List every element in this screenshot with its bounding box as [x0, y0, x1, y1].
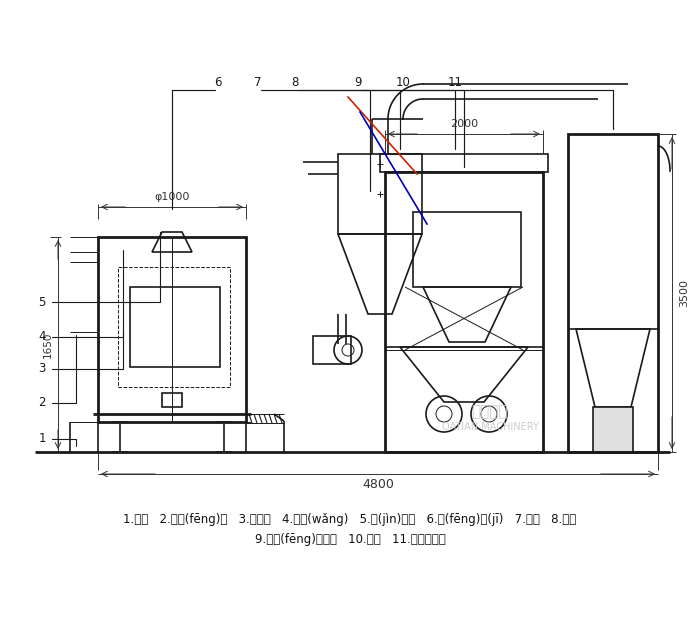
Text: OATIAN MACHINERY: OATIAN MACHINERY: [442, 422, 538, 432]
Text: φ1000: φ1000: [154, 192, 190, 202]
Bar: [385, 172, 543, 452]
Bar: [98, 237, 246, 422]
Text: 奧汰机械: 奧汰机械: [472, 404, 508, 419]
Bar: [413, 212, 521, 287]
Text: 3: 3: [38, 362, 46, 376]
Bar: [162, 393, 182, 407]
Text: 2: 2: [38, 396, 46, 409]
Text: 2000: 2000: [450, 119, 478, 129]
Text: 8: 8: [291, 75, 299, 88]
Text: 7: 7: [254, 75, 262, 88]
Text: 10: 10: [395, 75, 410, 88]
Text: 4: 4: [38, 330, 46, 344]
Bar: [380, 154, 548, 172]
Text: 1: 1: [38, 433, 46, 446]
Text: 11: 11: [447, 75, 463, 88]
Text: 5: 5: [38, 295, 46, 308]
Text: 1.底座   2.回風(fēng)道   3.激振器   4.篩網(wǎng)   5.進(jìn)料斗   6.風(fēng)機(jī)   7.絞龍   8: 1.底座 2.回風(fēng)道 3.激振器 4.篩網(wǎng) 5.進(jì…: [123, 514, 577, 527]
Bar: [568, 134, 658, 452]
Bar: [313, 336, 351, 364]
Bar: [593, 407, 633, 452]
Text: 9: 9: [354, 75, 362, 88]
Bar: [118, 267, 230, 387]
Text: 3500: 3500: [679, 279, 689, 307]
Text: 4800: 4800: [362, 478, 394, 490]
Bar: [338, 154, 422, 234]
Text: 9.旋風(fēng)分離器   10.支架   11.布袋除塵器: 9.旋風(fēng)分離器 10.支架 11.布袋除塵器: [255, 532, 445, 545]
Text: 6: 6: [214, 75, 222, 88]
Text: 1650: 1650: [43, 332, 53, 358]
Bar: [130, 287, 220, 367]
